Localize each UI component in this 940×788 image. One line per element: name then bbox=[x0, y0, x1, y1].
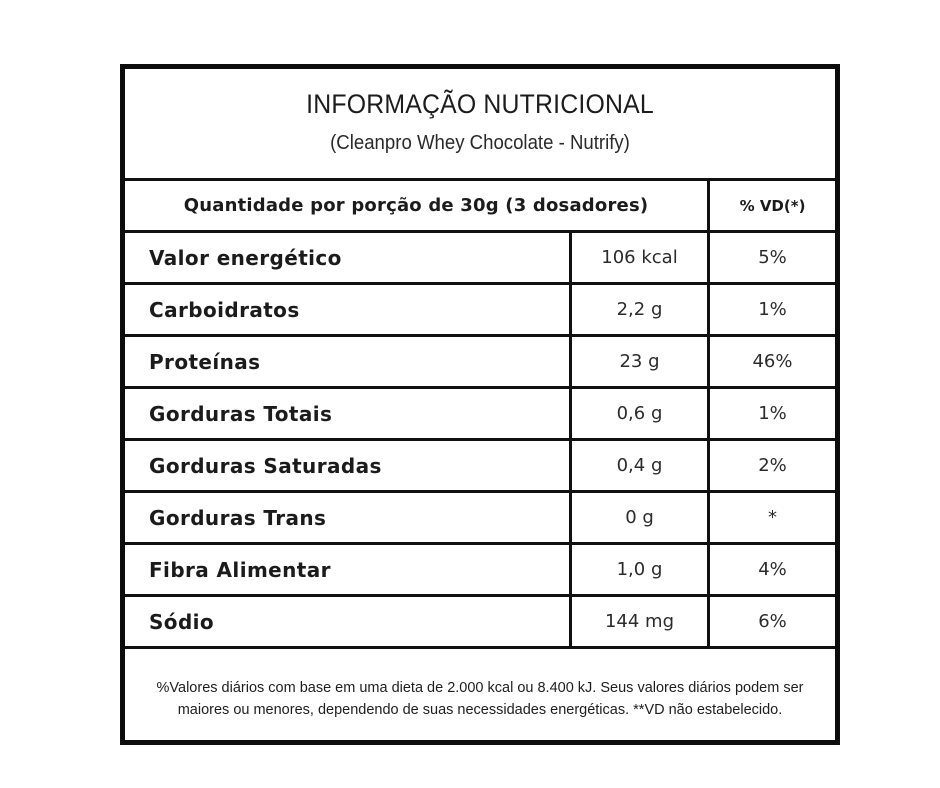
nutrient-name: Gorduras Saturadas bbox=[149, 453, 382, 478]
nutrient-amount: 1,0 g bbox=[569, 545, 707, 594]
daily-value-header: % VD(*) bbox=[707, 181, 835, 230]
nutrient-daily-value: 6% bbox=[707, 597, 835, 646]
nutrient-daily-value: 1% bbox=[707, 389, 835, 438]
nutrient-daily-value: * bbox=[707, 493, 835, 542]
product-subtitle: (Cleanpro Whey Chocolate - Nutrify) bbox=[330, 132, 630, 154]
table-row: Gorduras Trans 0 g * bbox=[125, 493, 835, 545]
table-row: Sódio 144 mg 6% bbox=[125, 597, 835, 649]
table-row: Gorduras Saturadas 0,4 g 2% bbox=[125, 441, 835, 493]
nutrient-amount: 0 g bbox=[569, 493, 707, 542]
nutrient-daily-value: 46% bbox=[707, 337, 835, 386]
serving-size-header: Quantidade por porção de 30g (3 dosadore… bbox=[183, 195, 649, 216]
nutrient-amount: 144 mg bbox=[569, 597, 707, 646]
nutrient-amount: 106 kcal bbox=[569, 233, 707, 282]
footnote: %Valores diários com base em uma dieta d… bbox=[125, 649, 835, 740]
nutrient-daily-value: 4% bbox=[707, 545, 835, 594]
nutrient-name: Fibra Alimentar bbox=[149, 557, 331, 582]
nutrient-name: Proteínas bbox=[149, 349, 261, 374]
nutrient-name: Valor energético bbox=[149, 245, 342, 270]
nutrient-amount: 0,4 g bbox=[569, 441, 707, 490]
table-row: Carboidratos 2,2 g 1% bbox=[125, 285, 835, 337]
table-row: Gorduras Totais 0,6 g 1% bbox=[125, 389, 835, 441]
nutrient-amount: 2,2 g bbox=[569, 285, 707, 334]
label-title: INFORMAÇÃO NUTRICIONAL bbox=[306, 89, 654, 119]
nutrition-facts-label: INFORMAÇÃO NUTRICIONAL (Cleanpro Whey Ch… bbox=[120, 64, 840, 745]
nutrient-amount: 23 g bbox=[569, 337, 707, 386]
footnote-text: %Valores diários com base em uma dieta d… bbox=[125, 677, 835, 721]
table-row: Fibra Alimentar 1,0 g 4% bbox=[125, 545, 835, 597]
nutrient-amount: 0,6 g bbox=[569, 389, 707, 438]
nutrient-daily-value: 5% bbox=[707, 233, 835, 282]
table-header-row: Quantidade por porção de 30g (3 dosadore… bbox=[125, 181, 835, 233]
footnote-line-1: %Valores diários com base em uma dieta d… bbox=[156, 680, 804, 696]
table-row: Proteínas 23 g 46% bbox=[125, 337, 835, 389]
table-row: Valor energético 106 kcal 5% bbox=[125, 233, 835, 285]
nutrient-name: Gorduras Totais bbox=[149, 401, 333, 426]
footnote-line-2: maiores ou menores, dependendo de suas n… bbox=[177, 702, 783, 718]
nutrient-name: Gorduras Trans bbox=[149, 505, 327, 530]
nutrient-name: Carboidratos bbox=[149, 297, 300, 322]
nutrient-name: Sódio bbox=[149, 609, 215, 634]
nutrient-daily-value: 1% bbox=[707, 285, 835, 334]
title-block: INFORMAÇÃO NUTRICIONAL (Cleanpro Whey Ch… bbox=[125, 69, 835, 181]
nutrient-daily-value: 2% bbox=[707, 441, 835, 490]
nutrition-table: Quantidade por porção de 30g (3 dosadore… bbox=[125, 181, 835, 649]
